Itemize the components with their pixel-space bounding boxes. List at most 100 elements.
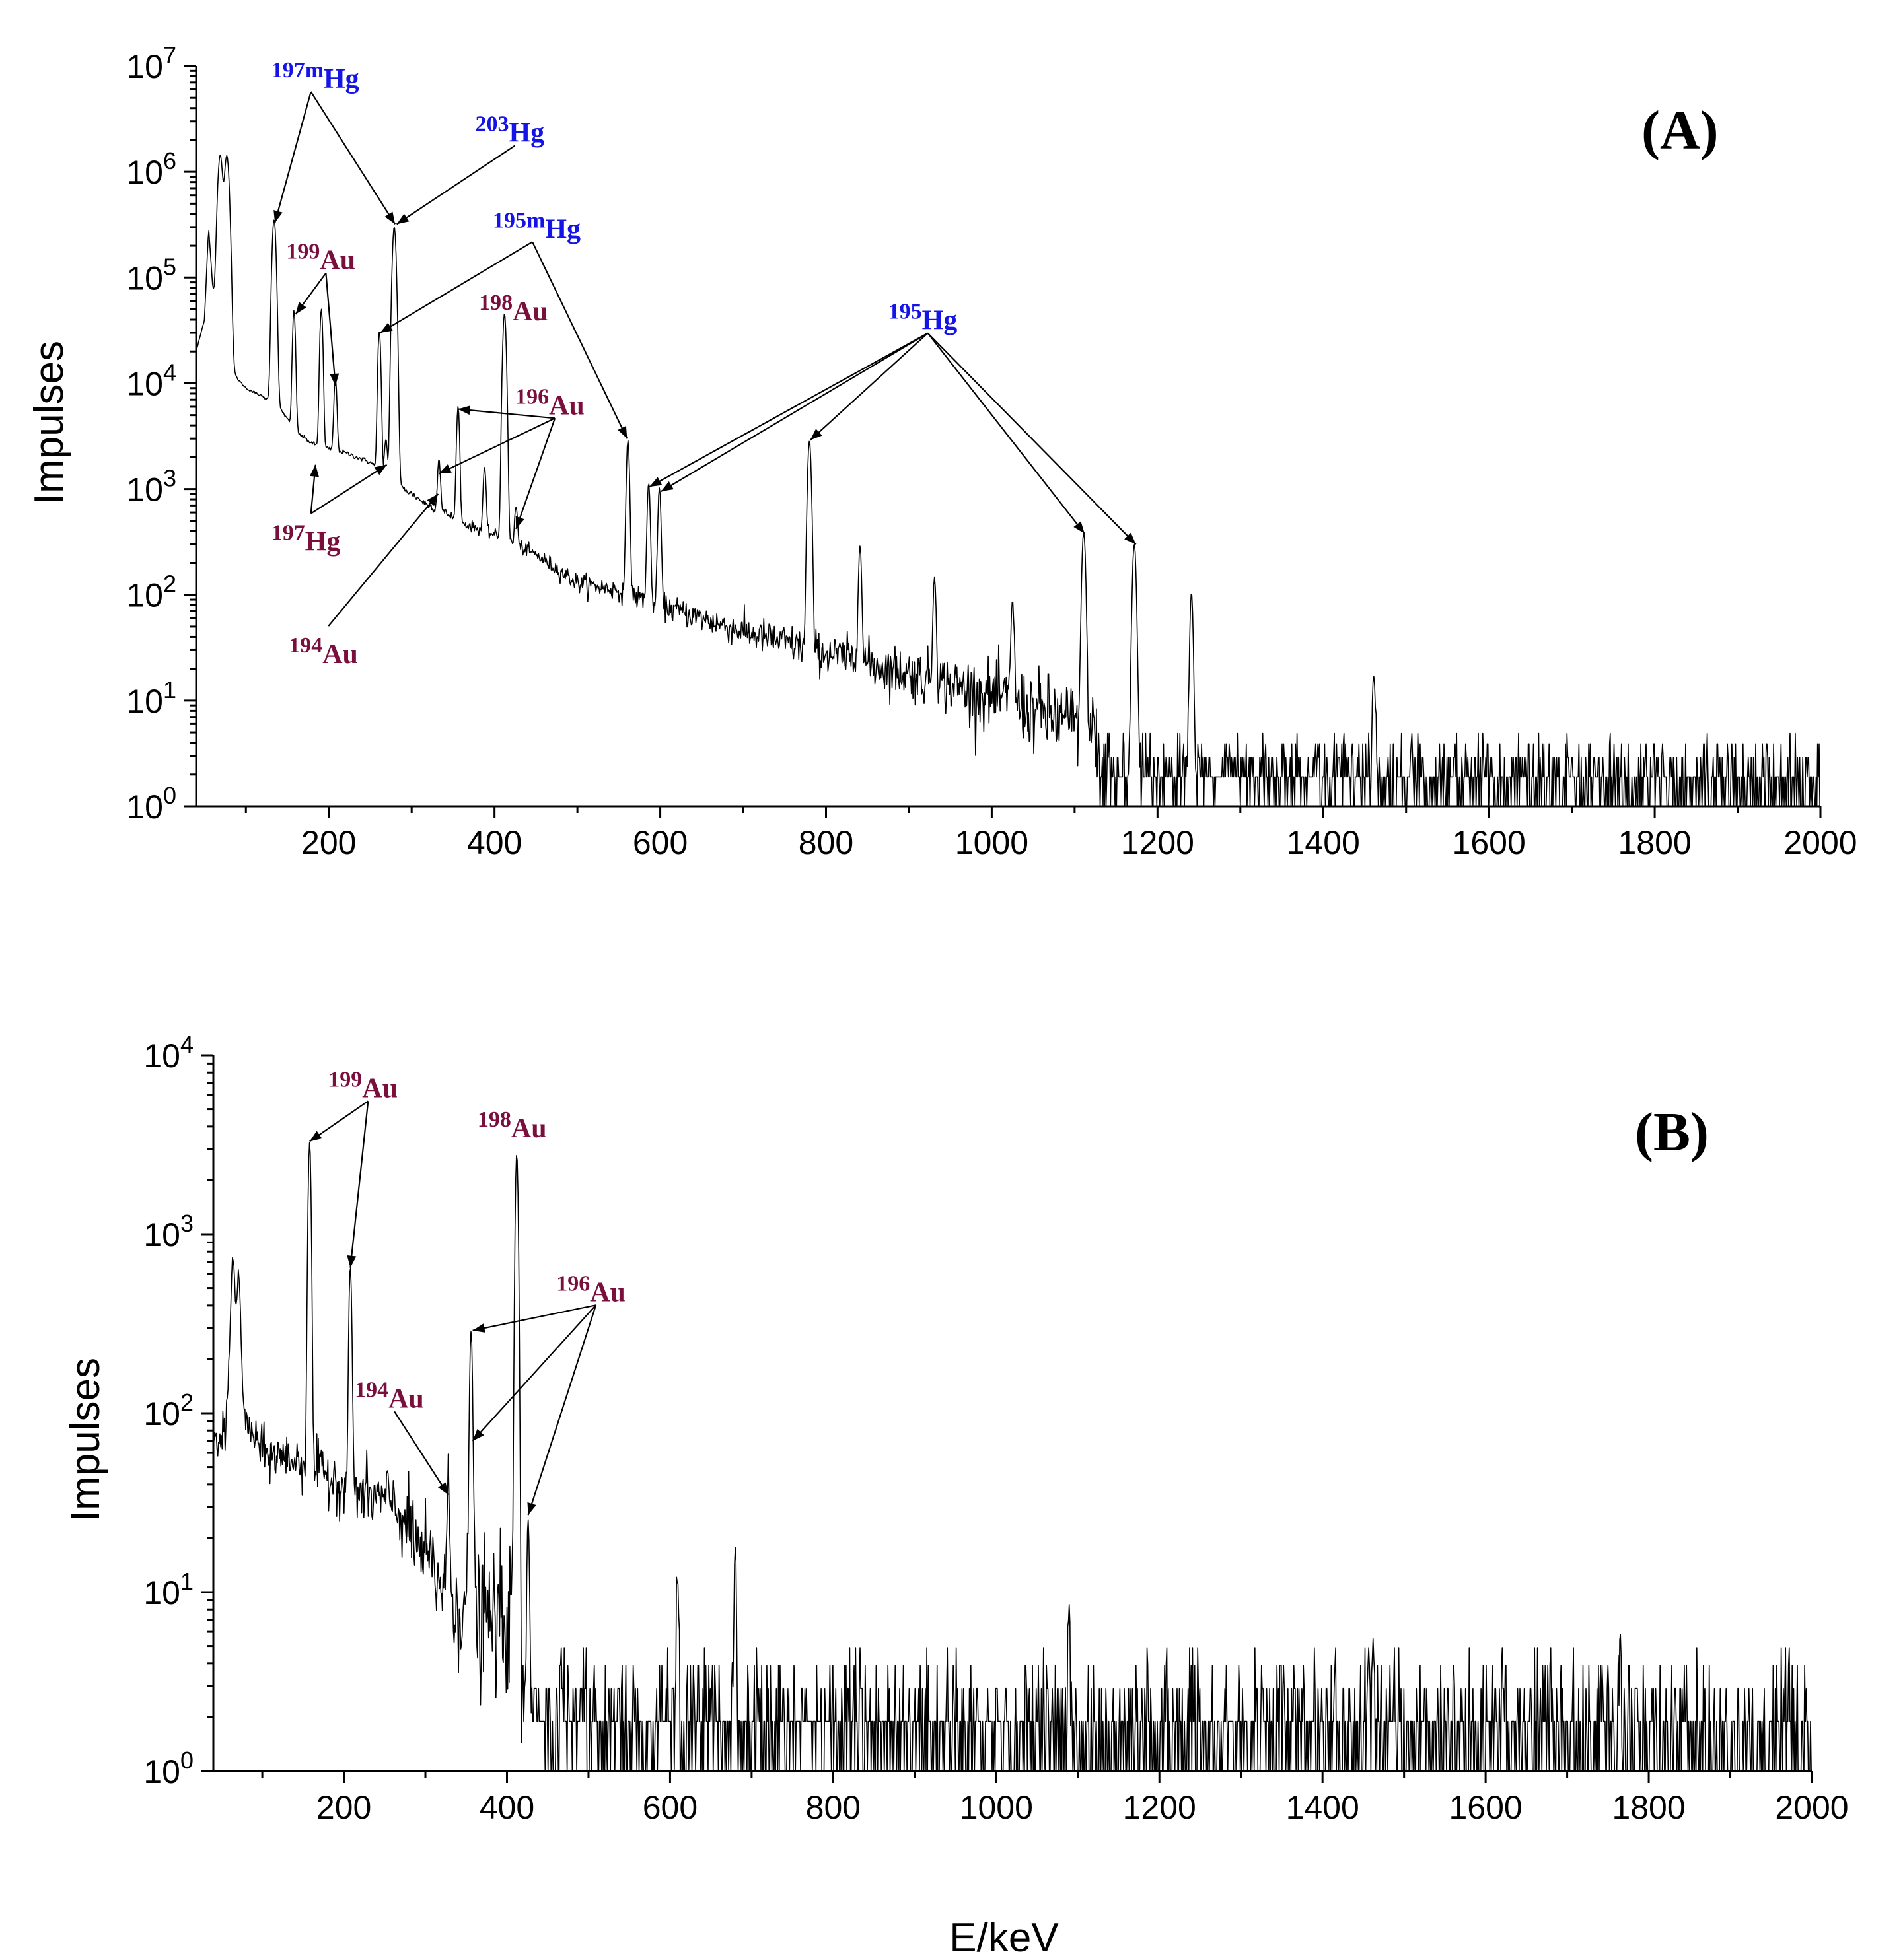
panel-b-arrowhead bbox=[309, 1131, 322, 1142]
panel-b-x-tick-label: 1400 bbox=[1286, 1789, 1359, 1826]
panel-a-y-tick-label: 103 bbox=[126, 465, 176, 508]
panel-a-y-tick-label: 104 bbox=[126, 359, 176, 402]
panel-a-annotation-arrow bbox=[310, 464, 388, 514]
panel-a-annotation-198au: 198Au bbox=[479, 291, 548, 327]
panel-a-arrowhead bbox=[427, 493, 439, 507]
panel-a-arrowhead bbox=[309, 464, 319, 477]
panel-a-annotation-arrow bbox=[310, 91, 396, 225]
panel-a-arrowhead bbox=[1073, 521, 1085, 534]
panel-a-annotation-arrow bbox=[325, 273, 336, 386]
panel-a-plot-area: 200 400 600 800 1000 1200 1400 1600 1800 2000 100 1… bbox=[126, 42, 1857, 861]
panel-a-annotation-arrow bbox=[661, 332, 929, 493]
panel-a-x-tick-label: 1000 bbox=[955, 824, 1028, 861]
panel-a-arrowhead bbox=[396, 213, 410, 225]
panel-a-annotation-203hg: 203Hg bbox=[476, 112, 545, 149]
panel-b-arrowhead bbox=[437, 1482, 449, 1495]
panel-a-x-tick-label: 600 bbox=[633, 824, 688, 861]
panel-a-arrowhead bbox=[295, 302, 306, 314]
panel-a-arrowhead bbox=[384, 211, 396, 225]
panel-a-arrowhead bbox=[374, 464, 387, 475]
panel-a-arrowhead bbox=[810, 429, 822, 440]
panel-a-annotation-arrow bbox=[809, 332, 929, 441]
panel-b-y-tick-label: 104 bbox=[143, 1031, 194, 1074]
panel-a-arrowhead bbox=[618, 425, 628, 439]
panel-b-y-tick-label: 100 bbox=[143, 1747, 194, 1790]
panel-a-y-tick-label: 107 bbox=[126, 42, 176, 85]
panel-b: (B) Impulses E/keV 200 400 600 800 1000 1200 1… bbox=[63, 1031, 1849, 1960]
panel-a-x-tick-label: 400 bbox=[467, 824, 522, 861]
panel-b-x-tick-label: 1200 bbox=[1123, 1789, 1196, 1826]
panel-b-annotation-arrow bbox=[527, 1304, 597, 1516]
panel-a-arrowhead bbox=[661, 481, 674, 492]
panel-b-annotation-199au: 199Au bbox=[328, 1067, 398, 1103]
panel-a-y-tick-label: 102 bbox=[126, 571, 176, 614]
panel-a-x-tick-label: 2000 bbox=[1783, 824, 1857, 861]
panel-a: (A) Impulses 200 400 600 800 1000 1200 1400 160… bbox=[26, 42, 1857, 861]
panel-b-arrowhead bbox=[347, 1255, 357, 1268]
panel-b-annotation-194au: 194Au bbox=[355, 1378, 424, 1414]
panel-a-spectrum-line bbox=[196, 155, 1820, 807]
panel-b-y-tick-label: 103 bbox=[143, 1210, 194, 1253]
panel-b-x-axis-title: E/keV bbox=[949, 1915, 1059, 1960]
panel-a-annotation-arrow bbox=[649, 332, 929, 488]
panel-a-annotation-197mhg: 197mHg bbox=[271, 58, 359, 94]
panel-a-x-tick-label: 1200 bbox=[1121, 824, 1194, 861]
panel-a-arrowhead bbox=[273, 210, 283, 223]
panel-b-annotation-198au: 198Au bbox=[478, 1107, 547, 1144]
panel-a-arrowhead bbox=[649, 477, 663, 487]
panel-a-y-tick-label: 105 bbox=[126, 253, 176, 297]
panel-a-x-tick-label: 1800 bbox=[1618, 824, 1691, 861]
panel-b-y-axis-title: Impulses bbox=[63, 1358, 108, 1522]
panel-b-x-tick-label: 1600 bbox=[1449, 1789, 1523, 1826]
panel-a-annotation-199au: 199Au bbox=[286, 240, 355, 276]
panel-b-y-tick-label: 101 bbox=[143, 1568, 194, 1611]
panel-a-annotation-196au: 196Au bbox=[515, 384, 585, 421]
panel-a-annotation-195mhg: 195mHg bbox=[493, 208, 581, 244]
panel-b-x-tick-label: 600 bbox=[643, 1789, 698, 1826]
panel-a-y-axis-title: Impulses bbox=[26, 341, 72, 505]
panel-a-label: (A) bbox=[1641, 100, 1719, 161]
panel-b-arrowhead bbox=[527, 1502, 536, 1516]
panel-a-annotation-195hg: 195Hg bbox=[888, 300, 958, 336]
panel-b-plot-area: 200 400 600 800 1000 1200 1400 1600 1800 2000 100 1… bbox=[143, 1031, 1848, 1826]
panel-a-annotation-arrow bbox=[532, 241, 628, 439]
panel-a-annotation-arrow bbox=[927, 332, 1085, 534]
panel-b-annotation-196au: 196Au bbox=[556, 1271, 626, 1308]
panel-b-spectrum-line bbox=[213, 1142, 1812, 1772]
panel-b-annotation-arrow bbox=[472, 1304, 596, 1331]
panel-b-x-tick-label: 400 bbox=[480, 1789, 534, 1826]
panel-b-x-tick-label: 1800 bbox=[1612, 1789, 1685, 1826]
panel-a-y-tick-label: 106 bbox=[126, 147, 176, 191]
panel-b-x-tick-label: 1000 bbox=[960, 1789, 1033, 1826]
panel-a-arrowhead bbox=[458, 405, 471, 415]
panel-a-annotation-194au: 194Au bbox=[289, 633, 358, 670]
panel-a-arrowhead bbox=[439, 464, 452, 474]
panel-a-annotation-arrow bbox=[379, 241, 533, 333]
panel-a-annotation-197hg: 197Hg bbox=[271, 521, 341, 557]
panel-a-annotation-arrow bbox=[439, 417, 556, 475]
panel-b-annotation-arrow bbox=[349, 1101, 369, 1268]
panel-a-x-tick-label: 800 bbox=[799, 824, 853, 861]
panel-a-x-tick-label: 1600 bbox=[1453, 824, 1526, 861]
panel-b-x-tick-label: 800 bbox=[806, 1789, 861, 1826]
panel-a-annotation-arrow bbox=[458, 408, 556, 419]
panel-a-arrowhead bbox=[515, 516, 524, 529]
panel-a-x-tick-label: 1400 bbox=[1287, 824, 1360, 861]
panel-b-label: (B) bbox=[1635, 1102, 1709, 1163]
panel-a-x-tick-label: 200 bbox=[301, 824, 356, 861]
panel-a-annotation-arrow bbox=[927, 332, 1137, 545]
panel-b-annotation-arrow bbox=[472, 1304, 597, 1442]
panel-a-arrowhead bbox=[380, 322, 393, 333]
panel-a-annotation-arrow bbox=[515, 417, 556, 530]
panel-a-annotation-arrow bbox=[328, 493, 439, 627]
panel-b-y-tick-label: 102 bbox=[143, 1389, 194, 1432]
panel-b-arrowhead bbox=[472, 1323, 485, 1333]
panel-a-annotation-arrow bbox=[274, 91, 312, 223]
panel-a-y-tick-label: 101 bbox=[126, 676, 176, 720]
panel-a-arrowhead bbox=[330, 373, 340, 386]
panel-b-x-tick-label: 200 bbox=[316, 1789, 371, 1826]
panel-a-y-tick-label: 100 bbox=[126, 782, 176, 825]
panel-a-arrowhead bbox=[1124, 532, 1136, 545]
panel-b-x-tick-label: 2000 bbox=[1775, 1789, 1848, 1826]
